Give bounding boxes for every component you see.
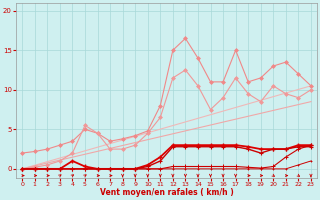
X-axis label: Vent moyen/en rafales ( km/h ): Vent moyen/en rafales ( km/h ): [100, 188, 234, 197]
